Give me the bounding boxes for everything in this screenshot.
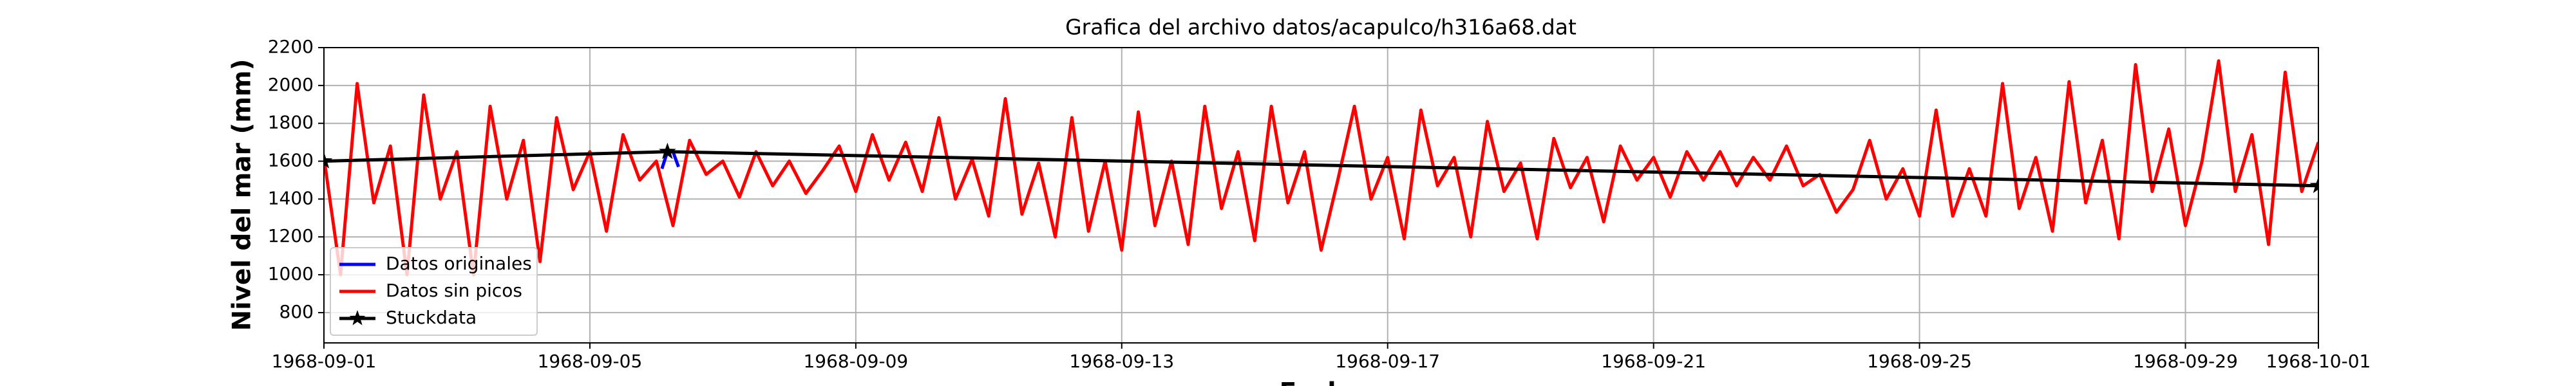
x-axis-label: Fecha: [1280, 378, 1363, 386]
legend-label: Datos sin picos: [386, 280, 522, 301]
y-tick-label: 1000: [268, 263, 314, 284]
axes-frame: [323, 47, 2319, 344]
legend-label: Datos originales: [386, 253, 532, 274]
y-tick-label: 2200: [268, 36, 314, 57]
x-tick-label: 1968-09-29: [2133, 351, 2238, 372]
star-marker: [2309, 176, 2318, 194]
star-marker: [324, 152, 333, 169]
y-tick-label: 1400: [268, 187, 314, 208]
y-tick-label: 1800: [268, 112, 314, 133]
y-axis-label: Nivel del mar (mm): [228, 59, 257, 331]
x-tick-label: 1968-09-21: [1601, 351, 1706, 372]
legend-label: Stuckdata: [386, 307, 477, 328]
plot-area: [324, 59, 2318, 277]
series-line: [324, 59, 2318, 277]
x-tick-label: 1968-09-09: [803, 351, 908, 372]
x-tick-label: 1968-09-17: [1335, 351, 1440, 372]
x-tick-label: 1968-09-05: [538, 351, 643, 372]
x-tick-label: 1968-09-13: [1069, 351, 1174, 372]
y-tick-label: 1200: [268, 225, 314, 246]
x-tick-label: 1968-09-25: [1867, 351, 1972, 372]
x-tick-label: 1968-09-01: [272, 351, 377, 372]
y-tick-label: 2000: [268, 74, 314, 95]
y-tick-label: 1600: [268, 150, 314, 171]
y-tick-label: 800: [279, 301, 314, 322]
chart-title: Grafica del archivo datos/acapulco/h316a…: [1065, 15, 1577, 40]
star-marker: [659, 142, 676, 160]
legend-box: [330, 247, 538, 336]
x-tick-label: 1968-10-01: [2266, 351, 2371, 372]
legend-marker: [349, 310, 366, 326]
legend: Datos originales Datos sin picos Stuckdata: [330, 247, 538, 336]
